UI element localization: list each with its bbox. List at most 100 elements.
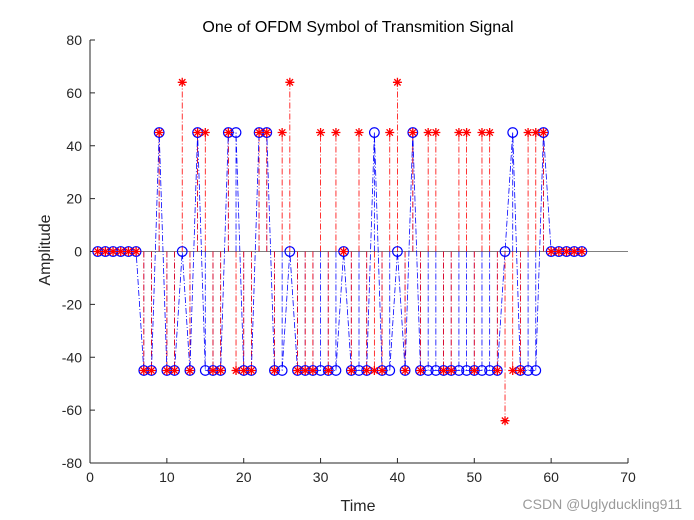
x-tick-label: 70 xyxy=(620,469,636,485)
y-tick-label: 60 xyxy=(66,85,82,101)
x-tick-label: 50 xyxy=(466,469,482,485)
y-tick-label: 0 xyxy=(74,244,82,260)
star-marker xyxy=(508,365,518,375)
star-marker xyxy=(477,128,487,138)
circle-marker xyxy=(415,365,426,376)
star-marker xyxy=(439,365,449,375)
y-tick-label: 40 xyxy=(66,138,82,154)
star-marker xyxy=(293,365,303,375)
circle-marker xyxy=(222,127,234,138)
star-marker xyxy=(446,365,456,375)
circle-marker xyxy=(392,246,403,257)
star-marker xyxy=(569,247,579,256)
star-marker xyxy=(339,247,349,256)
star-marker xyxy=(454,128,464,138)
star-marker xyxy=(285,77,295,87)
x-tick-label: 20 xyxy=(236,469,252,485)
star-marker xyxy=(308,365,318,375)
star-marker xyxy=(185,365,195,375)
star-marker xyxy=(108,247,118,256)
star-marker xyxy=(262,128,272,138)
star-marker xyxy=(538,128,548,138)
watermark: CSDN @Uglyduckling911 xyxy=(522,496,682,512)
star-marker xyxy=(116,247,126,256)
circle-marker xyxy=(184,365,196,376)
star-marker xyxy=(246,365,256,375)
star-marker xyxy=(146,365,156,375)
star-marker xyxy=(154,128,164,138)
star-marker xyxy=(254,128,264,138)
star-marker xyxy=(346,365,356,375)
circle-marker xyxy=(368,127,380,138)
circle-marker xyxy=(176,246,188,257)
star-marker xyxy=(331,128,341,138)
x-tick-label: 10 xyxy=(159,469,175,485)
x-tick-label: 40 xyxy=(390,469,406,485)
y-tick-label: 20 xyxy=(66,191,82,207)
star-marker xyxy=(139,365,149,375)
star-marker xyxy=(277,128,287,138)
circle-marker xyxy=(468,365,480,376)
star-marker xyxy=(300,365,310,375)
circle-marker xyxy=(345,365,357,376)
y-tick-label: -60 xyxy=(62,402,82,418)
star-marker xyxy=(131,247,141,256)
star-marker xyxy=(177,77,187,87)
star-marker xyxy=(423,128,433,138)
star-marker xyxy=(377,365,387,375)
star-marker xyxy=(354,128,364,138)
chart-title: One of OFDM Symbol of Transmition Signal xyxy=(202,19,513,36)
star-marker xyxy=(492,365,502,375)
star-marker xyxy=(577,247,587,256)
star-marker xyxy=(500,416,510,426)
star-marker xyxy=(208,365,218,375)
y-axis-label: Amplitude xyxy=(37,214,54,285)
star-marker xyxy=(123,247,133,256)
star-marker xyxy=(362,365,372,375)
circle-marker xyxy=(530,365,542,376)
x-axis-label: Time xyxy=(341,498,376,515)
circle-marker xyxy=(407,127,419,138)
star-marker xyxy=(216,365,226,375)
star-marker xyxy=(562,247,572,256)
y-tick-label: -40 xyxy=(62,349,82,365)
star-marker xyxy=(239,365,249,375)
star-marker xyxy=(162,365,172,375)
star-marker xyxy=(469,365,479,375)
star-marker xyxy=(546,247,556,256)
star-marker xyxy=(415,365,425,375)
star-marker xyxy=(392,77,402,87)
star-marker xyxy=(400,365,410,375)
star-marker xyxy=(231,365,241,375)
star-marker xyxy=(269,365,279,375)
y-tick-label: 80 xyxy=(66,32,82,48)
star-marker xyxy=(193,128,203,138)
circle-series-line xyxy=(97,132,582,371)
star-marker xyxy=(323,365,333,375)
star-marker xyxy=(531,128,541,138)
plot-area: 0 10 20 30 40 50 60 70 80 60 40 20 0 -20 -40 -60 -80 xyxy=(62,32,636,485)
star-marker xyxy=(369,365,379,375)
x-tick-label: 30 xyxy=(313,469,329,485)
star-marker xyxy=(523,128,533,138)
y-tick-label: -20 xyxy=(62,296,82,312)
star-marker xyxy=(485,128,495,138)
circle-marker xyxy=(269,365,280,376)
star-marker xyxy=(170,365,180,375)
star-marker xyxy=(554,247,564,256)
circle-marker xyxy=(322,365,334,376)
star-marker xyxy=(408,128,418,138)
circle-marker xyxy=(284,246,296,257)
x-tick-label: 0 xyxy=(86,469,94,485)
star-marker xyxy=(200,128,210,138)
star-marker xyxy=(462,128,472,138)
circle-marker xyxy=(499,246,511,257)
star-marker xyxy=(316,128,326,138)
star-marker xyxy=(93,247,103,256)
circle-marker xyxy=(153,127,165,138)
star-marker xyxy=(223,128,233,138)
circle-marker xyxy=(338,246,350,257)
circle-marker xyxy=(491,365,503,376)
star-marker xyxy=(385,128,395,138)
